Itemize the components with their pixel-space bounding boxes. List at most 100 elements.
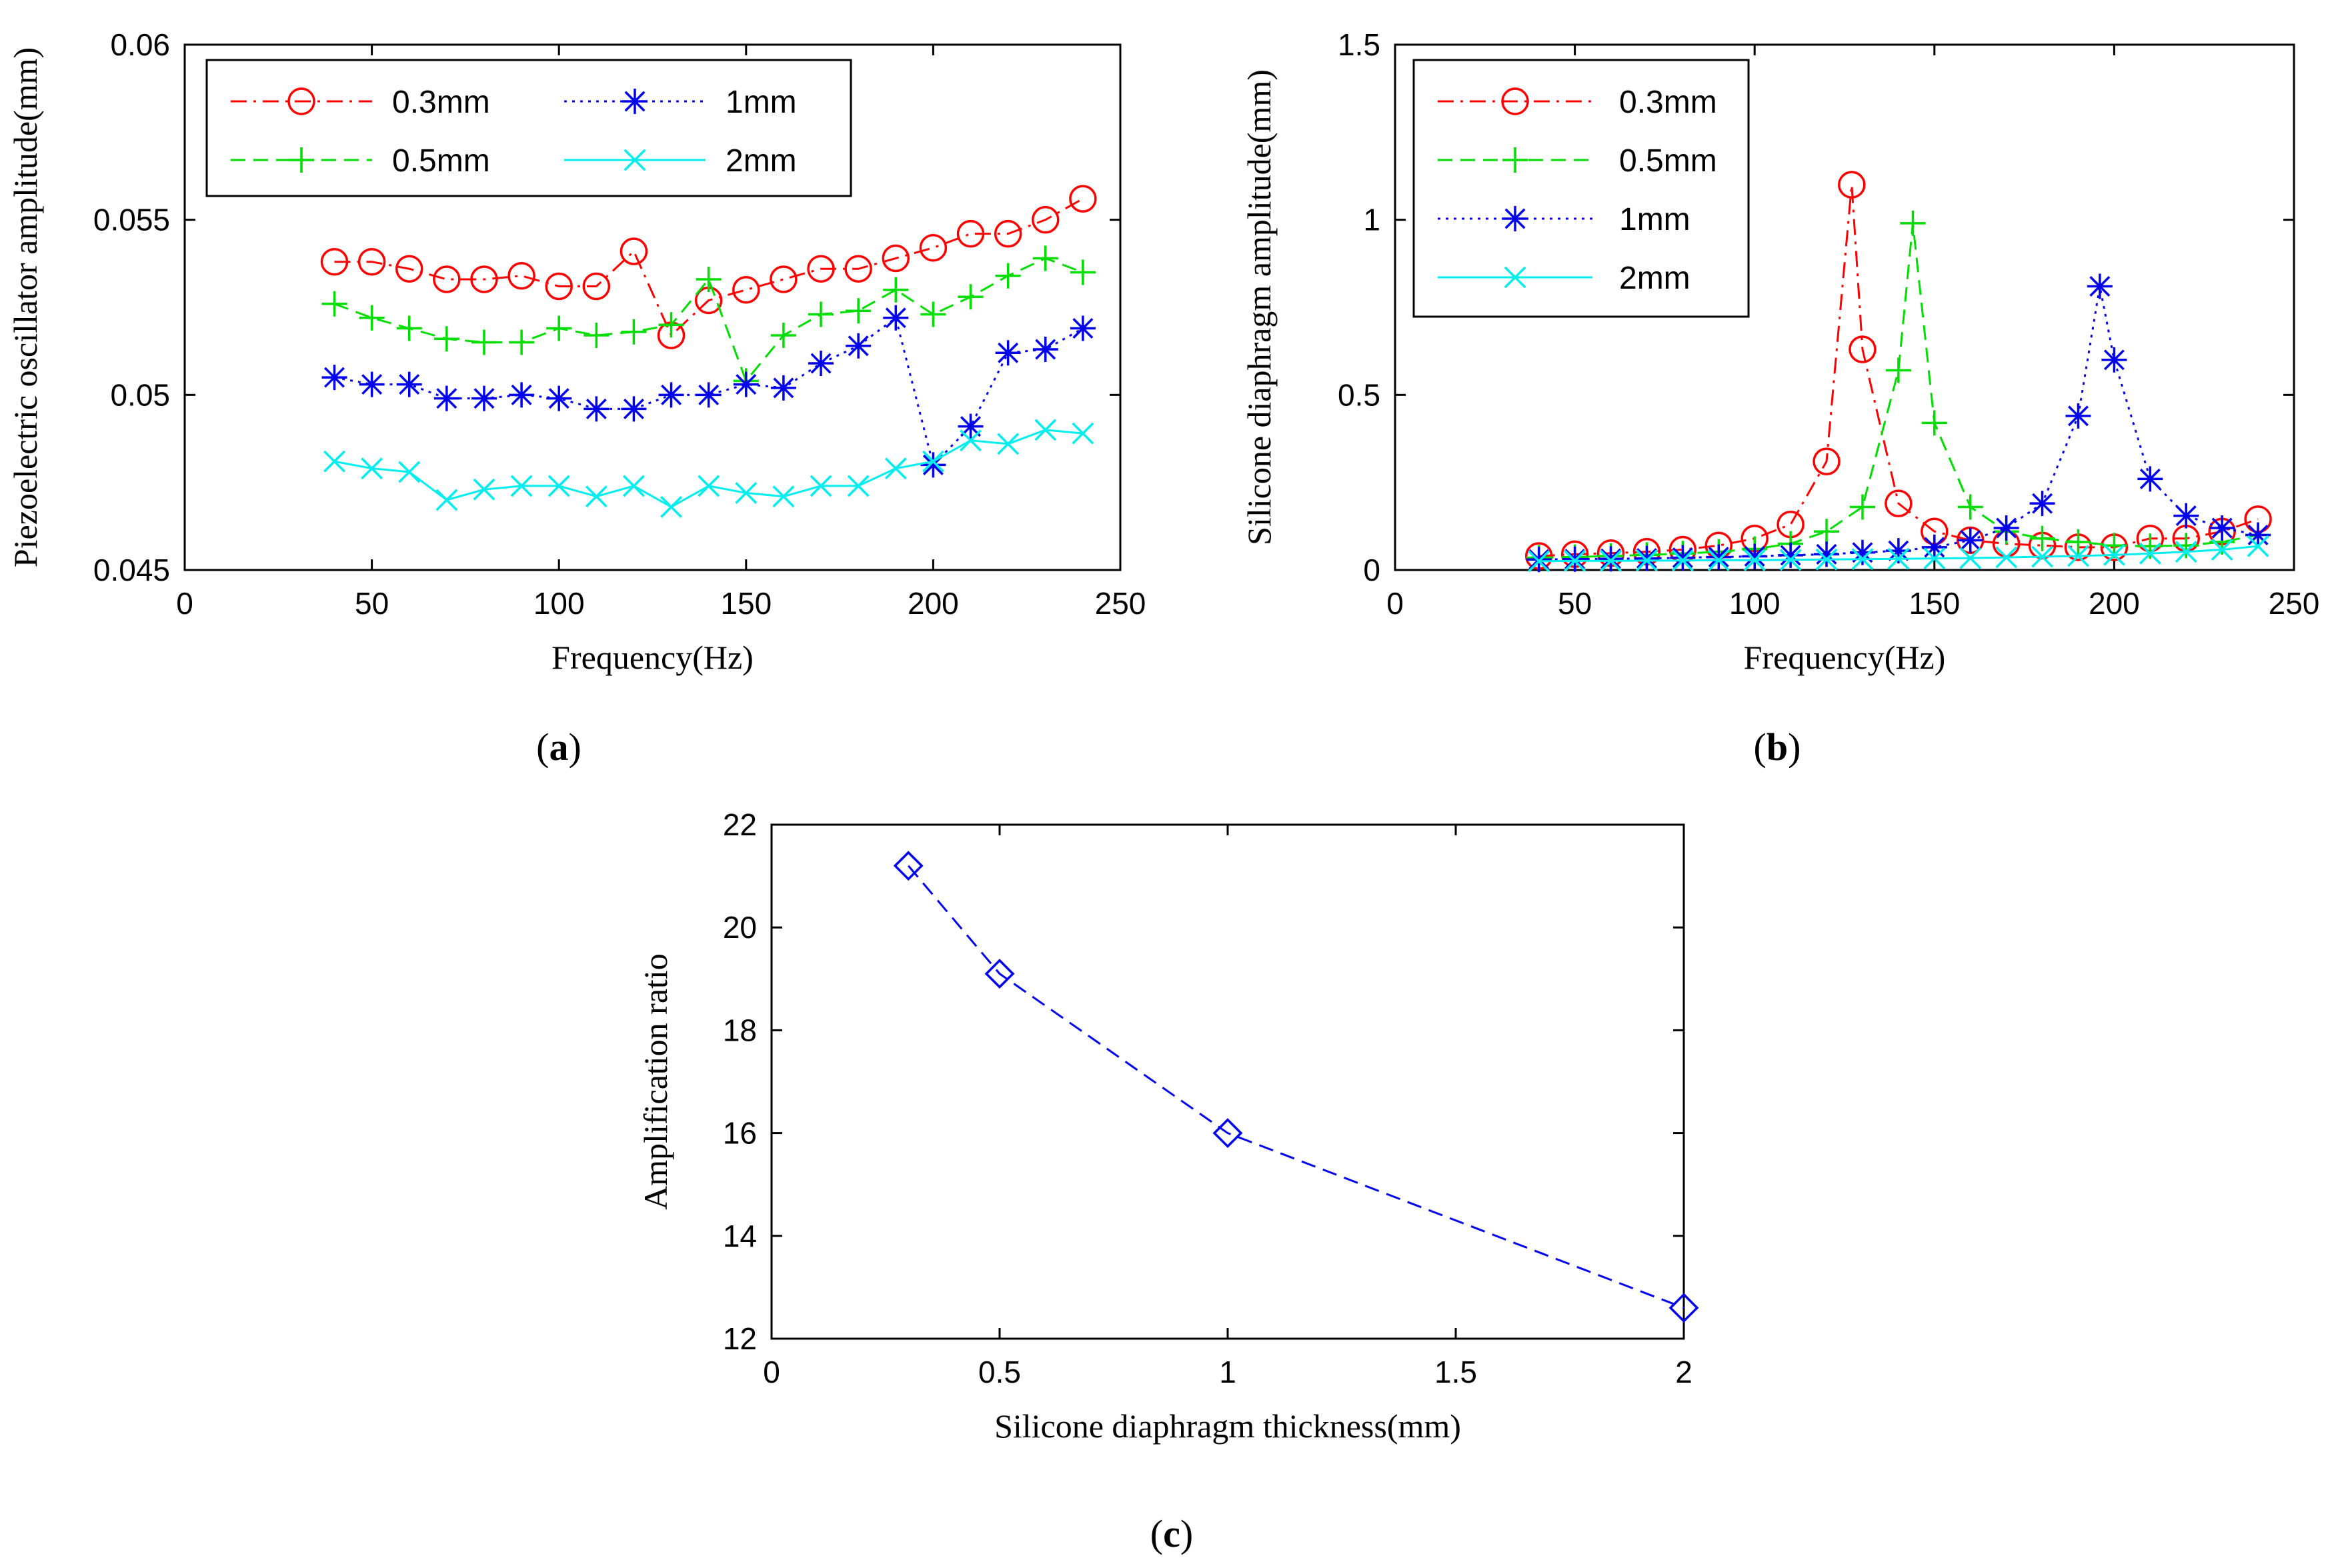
legend-label: 0.5mm: [392, 143, 490, 179]
data-point: [2247, 535, 2269, 557]
data-point: [770, 265, 798, 293]
data-point: [696, 266, 722, 292]
data-point: [2103, 543, 2125, 566]
y-tick-label: 16: [723, 1116, 757, 1151]
data-point: [1849, 539, 1875, 565]
data-point: [320, 247, 349, 276]
data-point: [1562, 546, 1588, 572]
legend-marker: [1502, 147, 1528, 173]
y-tick-label: 18: [723, 1013, 757, 1047]
data-point: [922, 450, 944, 473]
series-line: [1538, 223, 2259, 559]
data-point: [583, 323, 610, 349]
data-point: [1885, 538, 1911, 564]
data-point: [883, 277, 909, 303]
data-point: [2031, 545, 2053, 568]
data-point: [698, 475, 720, 497]
data-point: [847, 475, 870, 497]
data-point: [395, 255, 423, 283]
data-point: [1032, 337, 1058, 363]
data-point: [1849, 335, 1877, 363]
legend-label: 2mm: [726, 143, 797, 179]
data-point: [545, 272, 573, 301]
data-point: [884, 457, 907, 480]
series-line: [334, 316, 1084, 467]
x-axis-label: Frequency(Hz): [1744, 639, 1946, 676]
data-point: [1070, 259, 1096, 285]
data-point: [359, 371, 385, 397]
data-point: [1921, 534, 1947, 560]
data-point: [473, 478, 495, 501]
data-point: [1813, 447, 1841, 475]
data-point: [732, 275, 760, 304]
data-point: [997, 433, 1020, 455]
data-point: [433, 385, 459, 411]
x-tick-label: 100: [1729, 586, 1781, 621]
y-tick-label: 14: [723, 1219, 757, 1253]
data-point: [585, 485, 608, 508]
data-point: [1814, 519, 1840, 545]
x-axis-label: Frequency(Hz): [551, 639, 754, 676]
data-point: [359, 305, 385, 331]
legend-marker: [622, 89, 648, 114]
data-point: [357, 247, 386, 276]
data-point: [1921, 410, 1947, 436]
legend-marker: [1501, 87, 1529, 115]
data-point: [883, 305, 909, 331]
data-point: [1598, 546, 1624, 572]
data-point: [770, 375, 796, 401]
data-point: [1887, 547, 1910, 570]
x-tick-label: 200: [908, 586, 959, 621]
data-point: [882, 244, 910, 273]
legend-label: 1mm: [726, 85, 797, 120]
data-point: [546, 385, 572, 411]
y-tick-label: 12: [723, 1321, 757, 1356]
data-point: [1671, 549, 1694, 572]
data-point: [1778, 542, 1804, 568]
legend-label: 0.5mm: [1619, 143, 1717, 179]
legend-box: [1412, 59, 1750, 318]
data-point: [1957, 494, 1983, 520]
x-tick-label: 0: [176, 586, 193, 621]
data-point: [660, 496, 682, 518]
data-point: [321, 365, 347, 391]
data-point: [1707, 549, 1730, 571]
legend-box: [205, 59, 852, 197]
data-point: [1032, 205, 1060, 234]
legend-marker: [1504, 266, 1526, 289]
data-point: [547, 475, 570, 497]
data-point: [1742, 543, 1768, 569]
legend-marker: [287, 87, 315, 115]
data-point: [1851, 548, 1874, 571]
data-point: [995, 340, 1021, 366]
data-point: [2245, 522, 2271, 548]
series-1mm: [321, 305, 1096, 478]
y-tick-label: 1: [1363, 203, 1380, 237]
data-point: [2087, 273, 2113, 299]
data-point: [1923, 547, 1946, 570]
data-point: [1743, 549, 1766, 571]
series-amplification-ratio: [893, 851, 1699, 1323]
data-point: [658, 382, 684, 408]
data-point: [958, 413, 984, 439]
data-point: [470, 265, 498, 293]
data-point: [1957, 527, 1983, 553]
data-point: [1670, 545, 1696, 571]
data-point: [583, 396, 610, 422]
legend-label: 0.3mm: [392, 85, 490, 120]
data-point: [321, 291, 347, 317]
data-point: [2209, 515, 2235, 541]
data-point: [1885, 357, 1911, 383]
x-tick-label: 1.5: [1434, 1355, 1477, 1389]
data-point: [396, 371, 422, 397]
data-point: [920, 452, 946, 478]
data-point: [658, 312, 684, 338]
y-tick-label: 1.5: [1338, 27, 1380, 62]
data-point: [844, 255, 872, 283]
data-point: [433, 326, 459, 352]
y-axis-label: Piezoelectric oscillator amplitude(mm): [7, 47, 44, 567]
series-line: [1538, 286, 2259, 561]
panel-caption: (c): [1150, 1512, 1193, 1555]
data-point: [994, 219, 1022, 248]
